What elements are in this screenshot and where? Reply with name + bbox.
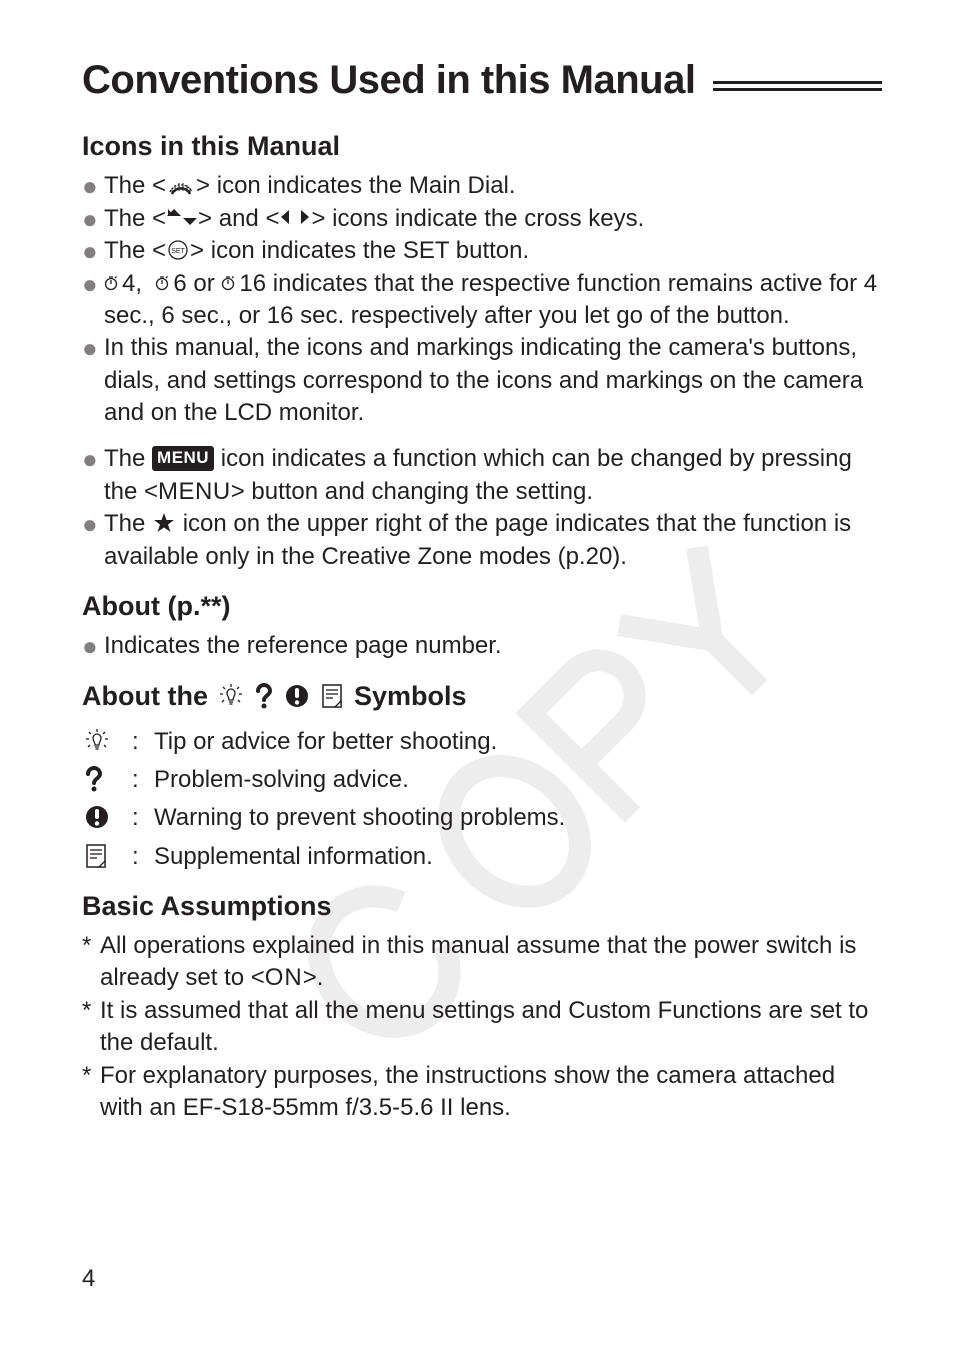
text: Indicates the reference page number. (104, 630, 882, 663)
bullet-dot: ● (82, 203, 104, 236)
heading-assumptions: Basic Assumptions (82, 891, 882, 922)
bullet-timers: ● 4, 6 or 16 indicates that the respecti… (82, 268, 882, 333)
sym-text: Tip or advice for better shooting. (154, 726, 497, 758)
bullet-dot: ● (82, 630, 104, 663)
title-rule (713, 81, 882, 91)
main-dial-icon (166, 174, 196, 196)
assumption-3: * For explanatory purposes, the instruct… (82, 1060, 882, 1125)
colon: : (132, 726, 154, 758)
timer-6-icon (155, 271, 173, 293)
heading-icons: Icons in this Manual (82, 131, 882, 162)
text: >. (303, 964, 324, 991)
asterisk: * (82, 1060, 100, 1125)
bullet-star-icon: ● The icon on the upper right of the pag… (82, 508, 882, 573)
text: The (104, 445, 152, 472)
text: > icon indicates the Main Dial. (196, 172, 516, 199)
section-assumptions: Basic Assumptions * All operations expla… (82, 891, 882, 1124)
colon: : (132, 802, 154, 834)
bullet-dot: ● (82, 332, 104, 429)
bullet-dot: ● (82, 235, 104, 268)
timer-16-label: 16 (239, 270, 266, 297)
text: icon on the upper right of the page indi… (104, 510, 851, 569)
heading-about-symbols: About the Symbols (82, 681, 882, 712)
section-about-p: About (p.**) ● Indicates the reference p… (82, 591, 882, 663)
bullet-general-icons: ● In this manual, the icons and markings… (82, 332, 882, 429)
bullet-set: ● The < SET > icon indicates the SET butto… (82, 235, 882, 268)
page-number: 4 (82, 1265, 95, 1293)
text: The < (104, 205, 166, 232)
bullet-about-p: ● Indicates the reference page number. (82, 630, 882, 663)
text: The (104, 510, 152, 537)
timer-4-icon (104, 271, 122, 293)
text: > icons indicate the cross keys. (311, 205, 644, 232)
star-icon (152, 512, 176, 534)
menu-word: MENU (158, 478, 231, 505)
assumption-2: * It is assumed that all the menu settin… (82, 995, 882, 1060)
asterisk: * (82, 995, 100, 1060)
question-icon (84, 766, 104, 792)
sym-row-note: : Supplemental information. (82, 841, 882, 873)
menu-badge-icon: MENU (152, 446, 214, 471)
bullet-main-dial: ● The < > icon indicates the Main Dial. (82, 170, 882, 203)
colon: : (132, 764, 154, 796)
svg-text:SET: SET (171, 248, 185, 255)
text: indicates that the respective function r… (104, 270, 877, 329)
sym-text: Warning to prevent shooting problems. (154, 802, 565, 834)
cross-vert-icon (166, 207, 198, 227)
tip-icon (84, 728, 110, 754)
sym-text: Supplemental information. (154, 841, 433, 873)
tip-icon (218, 683, 244, 709)
text: The < (104, 172, 166, 199)
bullet-dot: ● (82, 443, 104, 508)
set-button-icon: SET (166, 239, 190, 261)
page-title-row: Conventions Used in this Manual (82, 58, 882, 103)
bullet-dot: ● (82, 170, 104, 203)
text: > and < (198, 205, 279, 232)
sym-row-tip: : Tip or advice for better shooting. (82, 726, 882, 758)
sym-row-question: : Problem-solving advice. (82, 764, 882, 796)
text: The < (104, 237, 166, 264)
bullet-dot: ● (82, 508, 104, 573)
warning-icon (284, 683, 310, 709)
note-icon (84, 843, 108, 869)
asterisk: * (82, 930, 100, 995)
text: About the (82, 681, 208, 712)
colon: : (132, 841, 154, 873)
sym-row-warning: : Warning to prevent shooting problems. (82, 802, 882, 834)
text: All operations explained in this manual … (100, 932, 856, 991)
cross-horiz-icon (279, 207, 311, 227)
text: Symbols (354, 681, 467, 712)
question-icon (254, 683, 274, 709)
page-title: Conventions Used in this Manual (82, 58, 695, 103)
on-word: ON (265, 964, 303, 991)
timer-6-label: 6 (173, 270, 186, 297)
section-icons: Icons in this Manual ● The < > icon indic… (82, 131, 882, 573)
text: > icon indicates the SET button. (190, 237, 529, 264)
heading-about-p: About (p.**) (82, 591, 882, 622)
text: It is assumed that all the menu settings… (100, 995, 882, 1060)
timer-4-label: 4 (122, 270, 135, 297)
bullet-dot: ● (82, 268, 104, 333)
bullet-cross-keys: ● The < > and < > icons indicate the cross… (82, 203, 882, 236)
timer-16-icon (221, 271, 239, 293)
text: > button and changing the setting. (231, 478, 593, 505)
text: In this manual, the icons and markings i… (104, 332, 882, 429)
sym-text: Problem-solving advice. (154, 764, 409, 796)
text: For explanatory purposes, the instructio… (100, 1060, 882, 1125)
section-about-symbols: About the Symbols : Tip or advice for be… (82, 681, 882, 874)
bullet-menu-icon: ● The MENU icon indicates a function whi… (82, 443, 882, 508)
warning-icon (84, 804, 110, 830)
assumption-1: * All operations explained in this manua… (82, 930, 882, 995)
note-icon (320, 683, 344, 709)
